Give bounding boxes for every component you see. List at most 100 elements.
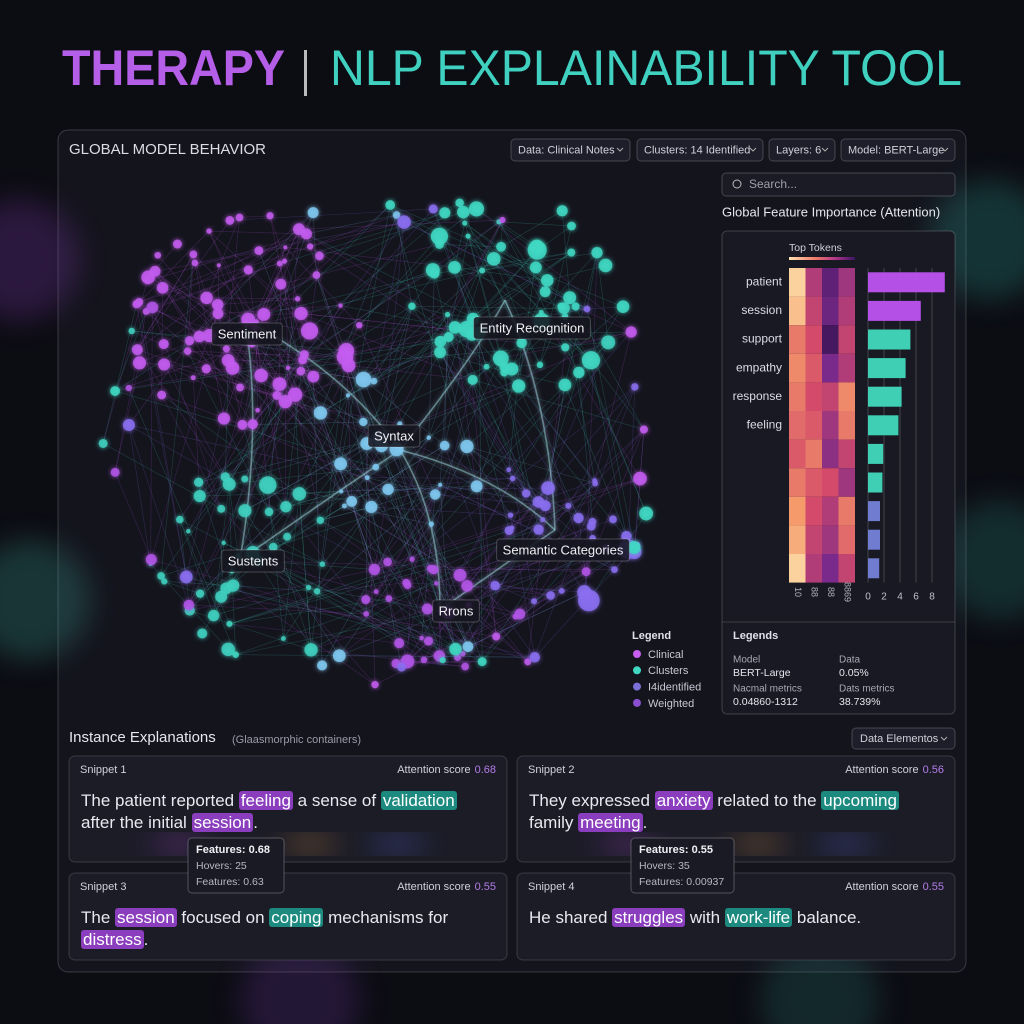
network-edge xyxy=(373,314,448,382)
network-edge xyxy=(269,215,302,372)
network-node xyxy=(255,407,260,413)
heatmap-cell xyxy=(838,525,855,554)
network-edge xyxy=(273,546,323,565)
network-edge xyxy=(179,424,243,520)
network-node xyxy=(316,516,325,524)
network-edge xyxy=(254,327,287,507)
network-edge xyxy=(317,582,407,592)
network-edge xyxy=(508,331,632,471)
search-box[interactable] xyxy=(721,172,956,197)
background-glow xyxy=(240,940,360,1024)
search-placeholder[interactable]: Search... xyxy=(749,177,797,191)
tooltip xyxy=(187,837,285,894)
dropdown-label[interactable]: Model: BERT-Large xyxy=(848,144,944,156)
network-edge xyxy=(267,484,352,502)
network-node xyxy=(276,260,283,267)
dropdown[interactable] xyxy=(851,727,956,750)
network-edge xyxy=(320,519,437,584)
network-edge xyxy=(310,214,397,247)
dropdown-label[interactable]: Layers: 6 xyxy=(776,144,821,156)
network-node xyxy=(556,205,568,217)
network-edge xyxy=(412,505,569,560)
network-edge xyxy=(128,304,218,426)
network-edge xyxy=(188,604,367,615)
network-edge xyxy=(498,221,572,227)
network-node xyxy=(226,579,240,592)
dropdown[interactable] xyxy=(840,138,956,162)
network-edge xyxy=(227,360,342,492)
bar xyxy=(868,272,945,293)
chart-title: Global Feature Importance (Attention) xyxy=(722,204,940,219)
legend-label: Weighted xyxy=(648,698,694,710)
network-node xyxy=(280,636,286,642)
network-edge xyxy=(199,491,342,497)
network-edge xyxy=(137,254,194,350)
network-node xyxy=(122,419,135,432)
network-node xyxy=(254,368,268,383)
network-edge xyxy=(510,478,641,516)
attention-score: 0.56 xyxy=(923,764,944,776)
network-edge xyxy=(285,401,400,425)
network-node xyxy=(529,261,542,274)
network-edge xyxy=(339,583,437,657)
network-node xyxy=(439,207,451,219)
network-edge xyxy=(248,269,310,332)
network-node xyxy=(616,300,630,313)
network-node xyxy=(567,248,576,257)
network-node xyxy=(125,384,132,392)
network-node xyxy=(536,361,544,369)
network-node xyxy=(189,250,198,259)
network-edge xyxy=(150,368,207,560)
network-edge xyxy=(434,273,449,338)
network-edge xyxy=(586,252,598,310)
network-edge xyxy=(466,249,538,330)
dropdown-label[interactable]: Clusters: 14 Identified xyxy=(644,144,750,156)
y-tick-label: feeling xyxy=(747,417,782,431)
network-node xyxy=(421,603,433,615)
network-edge xyxy=(155,247,286,272)
network-node xyxy=(305,584,312,591)
cluster-label-box xyxy=(221,549,285,573)
cluster-label: Sentiment xyxy=(218,326,277,341)
dropdown-label[interactable]: Data: Clinical Notes xyxy=(518,144,615,156)
network-edge xyxy=(298,493,312,650)
heatmap-cell xyxy=(822,525,839,554)
network-edge xyxy=(320,214,397,414)
network-edge xyxy=(381,445,413,560)
network-edge xyxy=(351,501,425,661)
cluster-label-box xyxy=(432,599,480,623)
network-edge xyxy=(188,314,265,606)
network-edge xyxy=(287,219,503,369)
network-edge xyxy=(297,204,391,300)
network-edge xyxy=(448,236,469,338)
network-edge xyxy=(407,661,466,667)
dropdown-label[interactable]: Data Elementos xyxy=(860,733,939,745)
network-node xyxy=(621,530,632,542)
network-edge xyxy=(454,327,527,494)
network-edge xyxy=(280,244,440,285)
network-node xyxy=(423,636,433,646)
network-node xyxy=(232,651,239,658)
network-node xyxy=(557,302,565,310)
dropdown[interactable] xyxy=(768,138,836,162)
network-node xyxy=(359,417,368,427)
network-edge xyxy=(300,270,483,314)
network-edge xyxy=(229,530,510,625)
title-left: THERAPY xyxy=(62,40,285,96)
network-node xyxy=(426,435,432,440)
network-node xyxy=(98,438,108,448)
network-node xyxy=(259,476,277,494)
network-node xyxy=(300,322,319,340)
dropdown[interactable] xyxy=(636,138,764,162)
network-edge xyxy=(232,247,286,369)
network-node xyxy=(448,260,461,274)
network-edge xyxy=(479,332,483,662)
network-node xyxy=(313,588,321,595)
cluster-label-box xyxy=(367,424,421,448)
network-edge xyxy=(313,236,440,377)
cluster-label-box xyxy=(211,322,283,346)
network-edge xyxy=(503,372,539,530)
dropdown[interactable] xyxy=(510,138,631,162)
network-edge xyxy=(232,585,376,685)
network-edge xyxy=(564,384,627,537)
